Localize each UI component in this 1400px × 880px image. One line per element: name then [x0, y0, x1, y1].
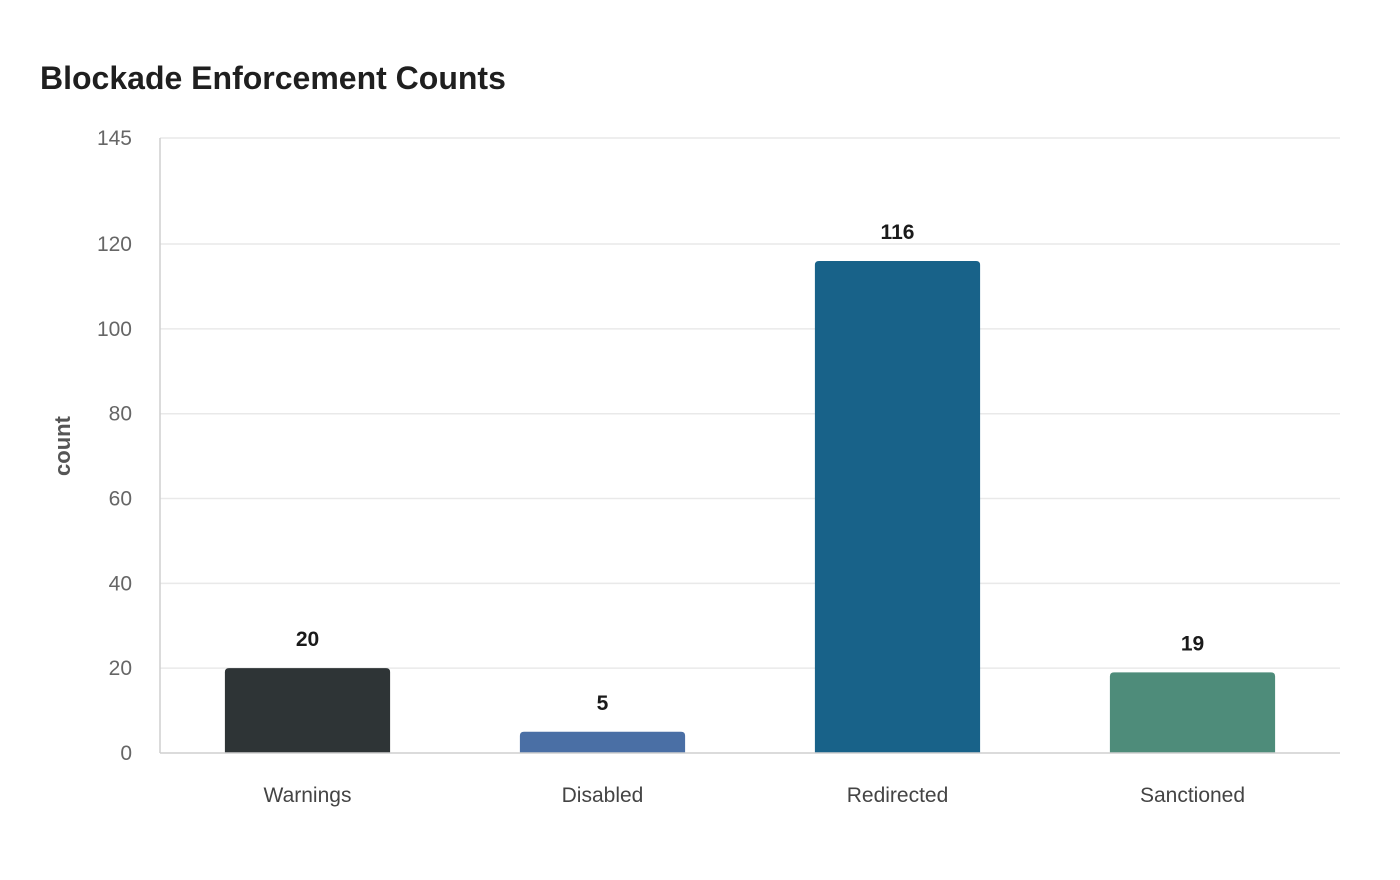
bar-redirected — [814, 261, 981, 753]
gridlines — [160, 137, 1340, 669]
y-tick-label: 120 — [97, 233, 132, 256]
bar-warnings — [224, 668, 391, 753]
y-tick-label: 60 — [109, 488, 132, 511]
y-tick-label: 100 — [97, 318, 132, 341]
bar-disabled — [519, 731, 686, 753]
y-tick-label: 0 — [120, 742, 132, 765]
x-tick-label: Disabled — [562, 784, 644, 807]
y-axis-title: count — [50, 415, 75, 476]
data-label-redirected: 116 — [881, 221, 915, 244]
x-tick-label: Warnings — [264, 784, 352, 807]
y-tick-labels: 0 20 40 60 80 100 120 145 — [97, 127, 132, 765]
x-tick-label: Sanctioned — [1140, 784, 1245, 807]
y-tick-label: 20 — [109, 657, 132, 680]
data-label-disabled: 5 — [597, 692, 609, 715]
bars — [224, 261, 1276, 753]
data-labels: 20 5 116 19 — [296, 221, 1204, 715]
y-tick-label: 80 — [109, 403, 132, 426]
chart-title: Blockade Enforcement Counts — [40, 60, 506, 96]
data-label-sanctioned: 19 — [1181, 632, 1204, 655]
y-tick-label: 145 — [97, 127, 132, 150]
data-label-warnings: 20 — [296, 628, 319, 651]
axes — [159, 138, 1340, 754]
x-tick-label: Redirected — [847, 784, 949, 807]
y-tick-label: 40 — [109, 572, 132, 595]
bar-sanctioned — [1109, 672, 1276, 753]
x-tick-labels: Warnings Disabled Redirected Sanctioned — [264, 784, 1246, 807]
